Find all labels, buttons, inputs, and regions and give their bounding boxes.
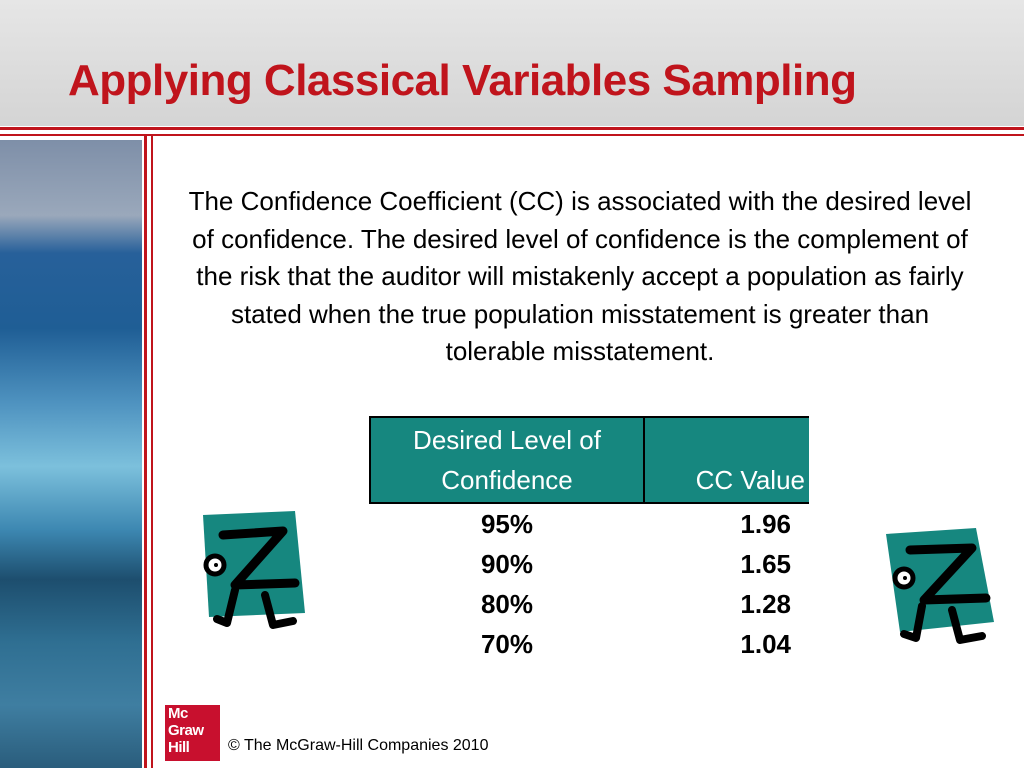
title-band: [0, 0, 1024, 126]
side-image: [0, 140, 142, 768]
column-header: Desired Level of Confidence: [369, 416, 645, 504]
column-header: CC Value: [644, 416, 809, 504]
table-row: 90% 1.65: [370, 544, 809, 584]
logo-text: Mc: [168, 705, 188, 722]
cc-table: Desired Level of Confidence CC Value 95%…: [369, 416, 809, 664]
rule: [151, 136, 153, 768]
confidence-cell: 90%: [480, 549, 534, 579]
logo-text: Graw: [168, 722, 204, 739]
table-row: 95% 1.96: [370, 503, 809, 544]
z-mascot: [886, 528, 994, 644]
logo-text: Hill: [168, 739, 190, 756]
publisher-logo: Mc Graw Hill: [165, 705, 220, 761]
z-mascot: [203, 511, 305, 629]
cc-value-cell: 1.96: [740, 509, 791, 539]
table-row: 70% 1.04: [370, 624, 809, 664]
confidence-cell: 95%: [480, 509, 534, 539]
cc-value-cell: 1.65: [740, 549, 791, 579]
table-body: 95% 1.96 90% 1.65 80% 1.28 70% 1.04: [370, 503, 809, 664]
rule: [0, 127, 1024, 130]
header-row: Desired Level of Confidence CC Value: [369, 416, 809, 504]
copyright: © The McGraw-Hill Companies 2010: [228, 737, 489, 754]
rule: [0, 134, 1024, 136]
cc-value-cell: 1.28: [740, 589, 791, 619]
rule: [144, 136, 147, 768]
paragraph: The Confidence Coefficient (CC) is assoc…: [188, 186, 972, 366]
slide-title: Applying Classical Variables Sampling: [68, 56, 857, 105]
table-row: 80% 1.28: [370, 584, 809, 624]
cc-value-cell: 1.04: [740, 629, 791, 659]
confidence-cell: 80%: [480, 589, 534, 619]
confidence-cell: 70%: [480, 629, 534, 659]
